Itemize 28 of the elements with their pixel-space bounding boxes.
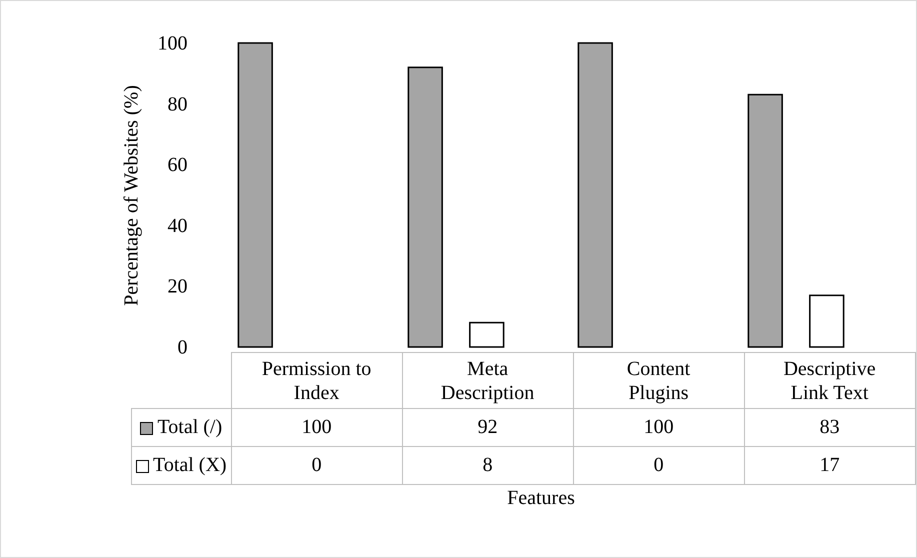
data-label: 92 — [402, 408, 574, 446]
y-tick-label: 60 — [168, 154, 188, 176]
legend-label: Total (/) — [132, 408, 232, 446]
x-tick-label: Descriptive Link Text — [744, 352, 916, 408]
data-label: 0 — [573, 446, 744, 484]
x-tick-label: Meta Description — [402, 352, 574, 408]
bar — [469, 322, 504, 348]
x-tick-label: Permission to Index — [231, 352, 402, 408]
data-label: 100 — [231, 408, 402, 446]
y-tick-label: 40 — [168, 214, 188, 237]
y-tick-label: 100 — [158, 32, 188, 54]
y-tick-label: 0 — [178, 336, 188, 358]
data-label: 83 — [744, 408, 916, 446]
bar — [578, 42, 613, 348]
legend-label: Total (X) — [132, 446, 232, 484]
data-label: 100 — [573, 408, 744, 446]
bar — [408, 66, 443, 348]
y-tick-label: 80 — [168, 93, 188, 116]
data-label: 17 — [744, 446, 916, 484]
data-label: 8 — [402, 446, 574, 484]
bar — [238, 42, 273, 348]
y-axis-title: Percentage of Websites (%) — [120, 85, 142, 306]
bar — [748, 94, 783, 348]
x-tick-label: Content Plugins — [573, 352, 744, 408]
bar — [809, 294, 844, 348]
y-tick-label: 20 — [168, 276, 188, 298]
x-axis-title: Features — [506, 487, 576, 510]
data-label: 0 — [231, 446, 402, 484]
